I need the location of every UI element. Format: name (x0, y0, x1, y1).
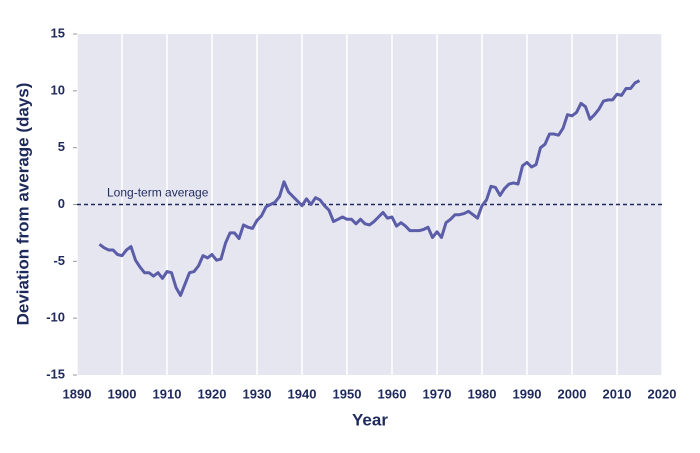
x-axis-label: Year (352, 410, 388, 429)
y-tick-label: -5 (53, 253, 65, 268)
x-tick-label: 2020 (648, 386, 677, 401)
x-tick-label: 1960 (378, 386, 407, 401)
y-tick-label: -15 (46, 366, 65, 381)
y-tick-label: 0 (58, 196, 65, 211)
plot-area (77, 34, 662, 375)
x-tick-label: 1930 (243, 386, 272, 401)
x-tick-label: 1940 (288, 386, 317, 401)
x-tick-label: 1950 (333, 386, 362, 401)
x-tick-label: 1970 (423, 386, 452, 401)
x-tick-label: 2010 (603, 386, 632, 401)
x-tick-label: 1900 (108, 386, 137, 401)
x-tick-label: 1910 (153, 386, 182, 401)
x-tick-label: 1920 (198, 386, 227, 401)
reference-label: Long-term average (107, 186, 209, 200)
x-tick-label: 1990 (513, 386, 542, 401)
y-axis-label: Deviation from average (days) (13, 83, 32, 326)
y-tick-label: 15 (51, 25, 65, 40)
x-tick-label: 1980 (468, 386, 497, 401)
data-line (98, 79, 641, 297)
x-tick-label: 1890 (63, 386, 92, 401)
y-tick-label: 10 (51, 82, 65, 97)
y-tick-label: 5 (58, 139, 65, 154)
x-tick-label: 2000 (558, 386, 587, 401)
y-tick-label: -10 (46, 310, 65, 325)
